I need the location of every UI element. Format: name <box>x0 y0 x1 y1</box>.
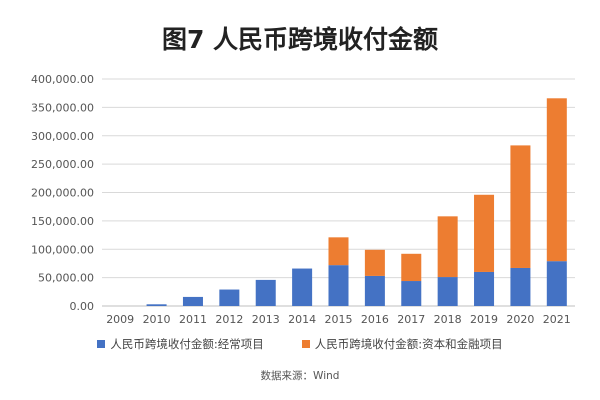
bar-current-2010 <box>146 304 167 306</box>
x-tick-label: 2010 <box>143 313 171 326</box>
legend-swatch-current <box>97 340 106 348</box>
bar-current-2020 <box>510 267 531 306</box>
source-note: 数据来源：Wind <box>260 370 340 382</box>
bar-current-2018 <box>437 277 458 306</box>
x-tick-label: 2014 <box>288 313 316 326</box>
x-tick-label: 2019 <box>470 313 498 326</box>
bar-capital-2020 <box>510 145 531 268</box>
x-tick-label: 2015 <box>325 313 353 326</box>
y-tick-label: 200,000.00 <box>31 187 94 200</box>
x-tick-label: 2013 <box>252 313 280 326</box>
x-tick-label: 2016 <box>361 313 389 326</box>
y-tick-label: 400,000.00 <box>31 73 94 86</box>
x-tick-label: 2017 <box>397 313 425 326</box>
y-tick-label: 100,000.00 <box>31 243 94 256</box>
bar-current-2019 <box>474 271 495 306</box>
bar-current-2013 <box>255 279 276 306</box>
x-tick-label: 2018 <box>434 313 462 326</box>
bar-capital-2015 <box>328 237 349 266</box>
bar-current-2016 <box>364 275 385 306</box>
x-tick-label: 2021 <box>543 313 571 326</box>
bar-capital-2021 <box>546 98 567 262</box>
bar-current-2015 <box>328 265 349 306</box>
y-tick-label: 50,000.00 <box>38 272 94 285</box>
bar-chart: 0.00 50,000.00 100,000.00 150,000.00 200,000… <box>31 73 575 326</box>
y-tick-label: 250,000.00 <box>31 158 94 171</box>
chart-title: 图7 人民币跨境收付金额 <box>161 25 439 54</box>
y-tick-label: 300,000.00 <box>31 130 94 143</box>
legend-item-capital: 人民币跨境收付金额:资本和金融项目 <box>301 336 503 352</box>
bar-capital-2017 <box>401 253 422 282</box>
bar-capital-2018 <box>437 216 458 278</box>
bar-current-2017 <box>401 281 422 306</box>
x-tick-label: 2020 <box>506 313 534 326</box>
bar-current-2012 <box>219 289 240 306</box>
bar-capital-2016 <box>364 249 385 276</box>
x-tick-label: 2012 <box>215 313 243 326</box>
bar-current-2011 <box>182 296 203 306</box>
chart-legend: 人民币跨境收付金额:经常项目 人民币跨境收付金额:资本和金融项目 <box>0 336 600 352</box>
legend-label-capital: 人民币跨境收付金额:资本和金融项目 <box>314 337 503 351</box>
legend-item-current: 人民币跨境收付金额:经常项目 <box>97 336 264 352</box>
x-tick-label: 2009 <box>106 313 134 326</box>
y-tick-label: 150,000.00 <box>31 215 94 228</box>
y-tick-label: 350,000.00 <box>31 101 94 114</box>
bar-current-2021 <box>546 261 567 306</box>
legend-label-current: 人民币跨境收付金额:经常项目 <box>110 337 264 351</box>
y-tick-label: 0.00 <box>70 300 95 313</box>
bar-current-2014 <box>292 268 313 306</box>
legend-swatch-capital <box>301 340 310 348</box>
bar-capital-2019 <box>474 194 495 272</box>
x-tick-label: 2011 <box>179 313 207 326</box>
